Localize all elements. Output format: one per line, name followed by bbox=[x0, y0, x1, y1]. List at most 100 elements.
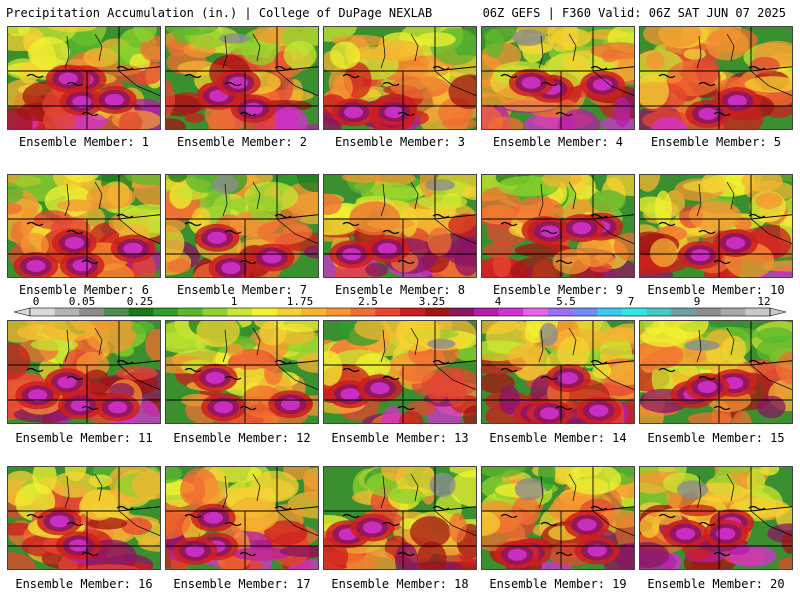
colorbar-max-arrow bbox=[769, 307, 786, 317]
colorbar-segment bbox=[474, 308, 499, 316]
ensemble-member-label: Ensemble Member: 3 bbox=[334, 135, 466, 149]
colorbar-segment bbox=[153, 308, 179, 316]
precipitation-map bbox=[165, 466, 319, 570]
ensemble-member-map bbox=[481, 466, 635, 570]
ensemble-member-label: Ensemble Member: 13 bbox=[331, 431, 469, 445]
precipitation-map bbox=[7, 466, 161, 570]
precipitation-map bbox=[481, 320, 635, 424]
colorbar-tick-label: 9 bbox=[693, 295, 701, 308]
colorbar-segment bbox=[424, 308, 450, 316]
colorbar-segment bbox=[350, 308, 376, 316]
colorbar-segment bbox=[104, 308, 129, 316]
colorbar-segment bbox=[449, 308, 475, 316]
colorbar-segment bbox=[400, 308, 425, 316]
precipitation-map bbox=[481, 174, 635, 278]
colorbar-min-arrow bbox=[14, 307, 31, 317]
ensemble-member-map bbox=[639, 174, 793, 278]
ensemble-member-map bbox=[7, 174, 161, 278]
precipitation-map bbox=[7, 174, 161, 278]
map-title: Precipitation Accumulation (in.) | Colle… bbox=[6, 6, 433, 20]
colorbar-tick-label: 1.75 bbox=[286, 295, 314, 308]
ensemble-member-label: Ensemble Member: 11 bbox=[15, 431, 153, 445]
colorbar-segment bbox=[745, 308, 771, 316]
precipitation-map bbox=[165, 320, 319, 424]
precipitation-map bbox=[323, 26, 477, 130]
ensemble-member-label: Ensemble Member: 18 bbox=[331, 577, 469, 591]
ensemble-member-map bbox=[481, 26, 635, 130]
ensemble-member-label: Ensemble Member: 2 bbox=[176, 135, 308, 149]
colorbar-tick-label: 12 bbox=[757, 295, 771, 308]
colorbar-segment bbox=[252, 308, 277, 316]
colorbar-segment bbox=[498, 308, 524, 316]
ensemble-member-map bbox=[7, 320, 161, 424]
ensemble-member-label: Ensemble Member: 14 bbox=[489, 431, 627, 445]
colorbar-segment bbox=[202, 308, 228, 316]
colorbar-segment bbox=[597, 308, 623, 316]
colorbar-segment bbox=[227, 308, 253, 316]
ensemble-member-label: Ensemble Member: 7 bbox=[176, 283, 308, 297]
ensemble-member-label: Ensemble Member: 16 bbox=[15, 577, 153, 591]
ensemble-member-map bbox=[639, 26, 793, 130]
ensemble-member-map bbox=[323, 466, 477, 570]
ensemble-member-map bbox=[165, 320, 319, 424]
precipitation-map bbox=[481, 26, 635, 130]
colorbar-segment bbox=[548, 308, 573, 316]
ensemble-member-map bbox=[165, 174, 319, 278]
colorbar-tick-label: 0 bbox=[32, 295, 40, 308]
ensemble-member-label: Ensemble Member: 10 bbox=[647, 283, 785, 297]
colorbar-tick-label: 1 bbox=[230, 295, 238, 308]
colorbar-segment bbox=[375, 308, 401, 316]
ensemble-member-label: Ensemble Member: 5 bbox=[650, 135, 782, 149]
colorbar-segment bbox=[572, 308, 598, 316]
colorbar-segment bbox=[54, 308, 80, 316]
colorbar-segment bbox=[622, 308, 647, 316]
ensemble-member-map bbox=[323, 26, 477, 130]
precipitation-map bbox=[481, 466, 635, 570]
colorbar-tick-label: 2.5 bbox=[358, 295, 378, 308]
precipitation-colorbar bbox=[14, 307, 786, 317]
colorbar-segment bbox=[178, 308, 203, 316]
ensemble-member-label: Ensemble Member: 4 bbox=[492, 135, 624, 149]
precipitation-map bbox=[7, 26, 161, 130]
colorbar-segment bbox=[523, 308, 549, 316]
precipitation-map bbox=[7, 320, 161, 424]
colorbar-segment bbox=[128, 308, 154, 316]
ensemble-member-map bbox=[323, 320, 477, 424]
colorbar-tick-label: 7 bbox=[627, 295, 635, 308]
precipitation-map bbox=[639, 26, 793, 130]
ensemble-member-label: Ensemble Member: 6 bbox=[18, 283, 150, 297]
colorbar-segment bbox=[326, 308, 351, 316]
ensemble-member-map bbox=[639, 466, 793, 570]
precipitation-map bbox=[323, 466, 477, 570]
colorbar-segment bbox=[79, 308, 105, 316]
ensemble-member-map bbox=[165, 26, 319, 130]
ensemble-member-label: Ensemble Member: 9 bbox=[492, 283, 624, 297]
ensemble-member-label: Ensemble Member: 17 bbox=[173, 577, 311, 591]
colorbar-tick-label: 0.25 bbox=[126, 295, 154, 308]
colorbar-segment bbox=[30, 308, 55, 316]
precipitation-map bbox=[323, 320, 477, 424]
ensemble-member-label: Ensemble Member: 1 bbox=[18, 135, 150, 149]
colorbar-segment bbox=[696, 308, 721, 316]
colorbar-tick-label: 5.5 bbox=[556, 295, 576, 308]
ensemble-member-label: Ensemble Member: 12 bbox=[173, 431, 311, 445]
model-run-info: 06Z GEFS | F360 Valid: 06Z SAT JUN 07 20… bbox=[482, 6, 786, 20]
precipitation-map bbox=[165, 26, 319, 130]
colorbar-segment bbox=[720, 308, 746, 316]
ensemble-member-map bbox=[323, 174, 477, 278]
ensemble-member-label: Ensemble Member: 19 bbox=[489, 577, 627, 591]
ensemble-member-map bbox=[639, 320, 793, 424]
colorbar-segment bbox=[671, 308, 697, 316]
colorbar-segment bbox=[646, 308, 672, 316]
colorbar-segment bbox=[301, 308, 327, 316]
ensemble-member-map bbox=[481, 320, 635, 424]
ensemble-member-map bbox=[481, 174, 635, 278]
precipitation-map bbox=[639, 320, 793, 424]
precipitation-map bbox=[639, 466, 793, 570]
ensemble-member-label: Ensemble Member: 8 bbox=[334, 283, 466, 297]
ensemble-member-map bbox=[165, 466, 319, 570]
ensemble-member-map bbox=[7, 26, 161, 130]
colorbar-tick-label: 4 bbox=[494, 295, 502, 308]
ensemble-member-map bbox=[7, 466, 161, 570]
precipitation-map bbox=[323, 174, 477, 278]
